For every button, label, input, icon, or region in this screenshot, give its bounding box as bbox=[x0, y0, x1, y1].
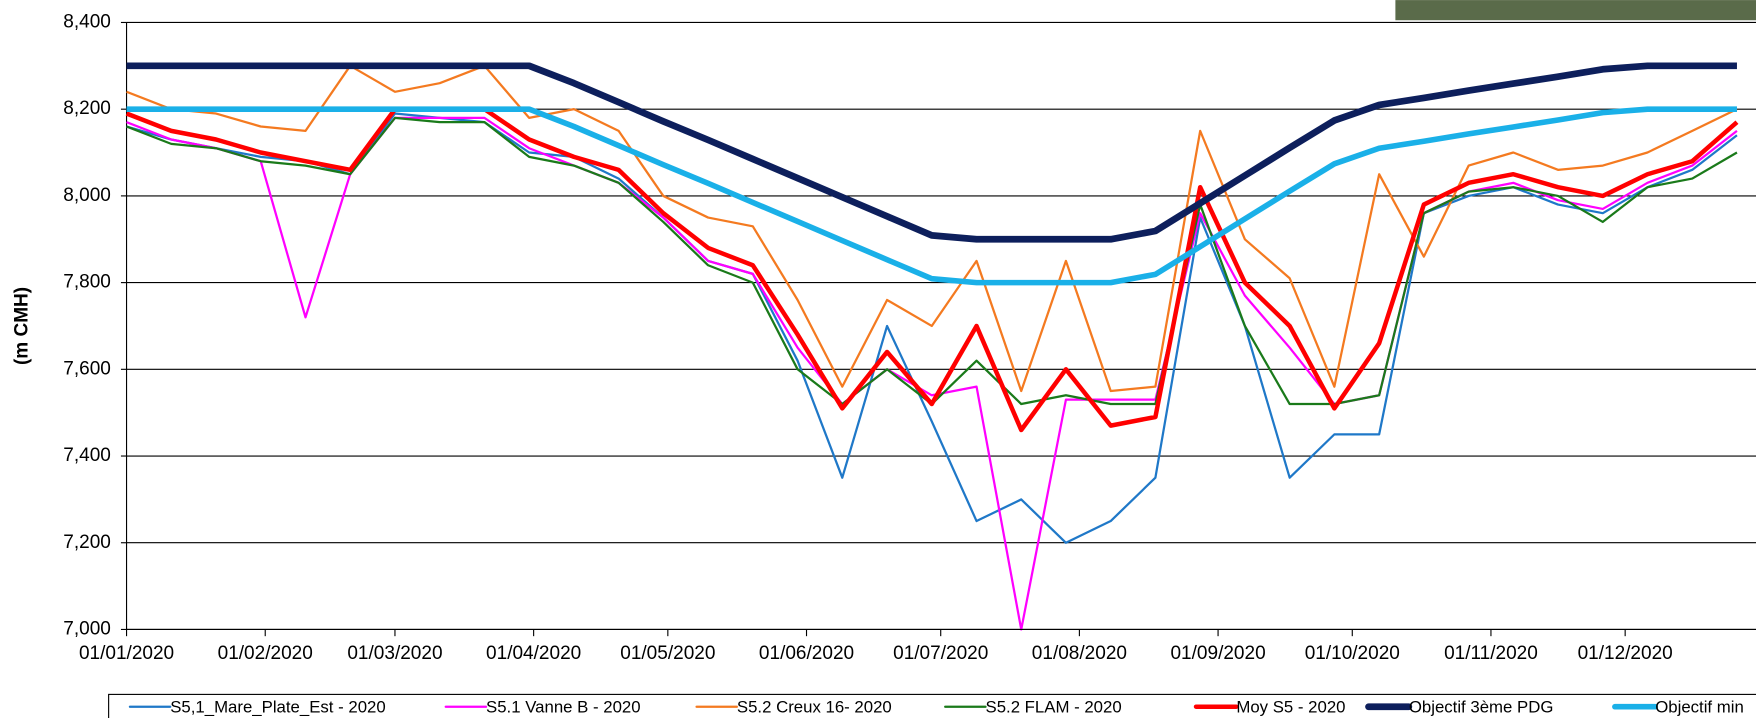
legend-box bbox=[108, 693, 1756, 718]
y-tick-label: 7,600 bbox=[63, 358, 111, 379]
x-tick-label: 01/09/2020 bbox=[1170, 643, 1265, 664]
legend-label: S5.2 Creux 16- 2020 bbox=[737, 697, 892, 716]
x-tick-label: 01/08/2020 bbox=[1032, 643, 1127, 664]
x-tick-label: 01/03/2020 bbox=[347, 643, 442, 664]
series-line bbox=[126, 116, 1738, 406]
legend-label: S5,1_Mare_Plate_Est - 2020 bbox=[170, 697, 386, 716]
y-tick-label: 8,000 bbox=[63, 185, 111, 206]
series-line bbox=[126, 116, 1738, 631]
x-tick-label: 01/05/2020 bbox=[620, 643, 715, 664]
x-tick-label: 01/06/2020 bbox=[759, 643, 854, 664]
x-tick-label: 01/10/2020 bbox=[1305, 643, 1400, 664]
series-line bbox=[126, 112, 1738, 544]
y-tick-label: 7,200 bbox=[63, 532, 111, 553]
x-tick-label: 01/07/2020 bbox=[893, 643, 988, 664]
series-line bbox=[126, 62, 1737, 243]
x-tick-label: 01/02/2020 bbox=[218, 643, 313, 664]
legend-label: Moy S5 - 2020 bbox=[1236, 697, 1345, 716]
legend-label: Objectif 3ème PDG bbox=[1409, 697, 1554, 716]
y-tick-label: 7,400 bbox=[63, 445, 111, 466]
legend-label: S5.2 FLAM - 2020 bbox=[986, 697, 1122, 716]
y-tick-label: 8,200 bbox=[63, 98, 111, 119]
x-tick-label: 01/01/2020 bbox=[79, 643, 174, 664]
x-tick-label: 01/11/2020 bbox=[1444, 643, 1538, 664]
x-tick-label: 01/12/2020 bbox=[1578, 643, 1673, 664]
x-tick-label: 01/04/2020 bbox=[486, 643, 581, 664]
legend-label: S5.1 Vanne B - 2020 bbox=[486, 697, 641, 716]
series-line bbox=[126, 106, 1737, 286]
y-tick-label: 8,400 bbox=[63, 12, 111, 33]
legend-label: Objectif min bbox=[1655, 697, 1744, 716]
y-tick-label: 7,800 bbox=[63, 272, 111, 293]
map-thumbnail bbox=[1395, 0, 1756, 21]
y-axis-label: (m CMH) bbox=[11, 287, 32, 365]
series-line bbox=[126, 64, 1738, 393]
y-tick-label: 7,000 bbox=[63, 618, 111, 639]
